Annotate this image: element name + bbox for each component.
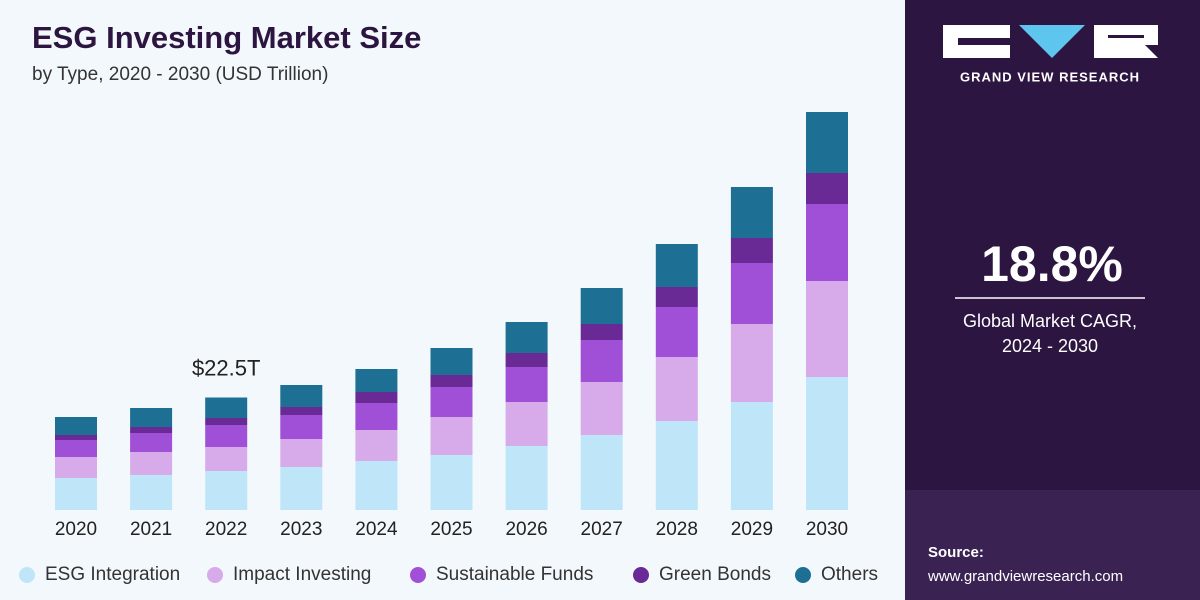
legend-label: Green Bonds [659,564,771,585]
logo [943,25,1158,58]
logo-v [1019,25,1085,58]
legend-label: Sustainable Funds [436,564,593,585]
bar-segment [655,307,698,357]
bar-segment [430,375,473,387]
bar-segment [505,446,548,510]
bar-segment [730,324,773,402]
bar-segment [355,430,398,461]
bar-segment [55,435,97,440]
bar-segment [430,455,473,510]
bar-segment [130,475,173,510]
legend-swatch [795,567,811,583]
legend-swatch [207,567,223,583]
bar-segment [280,415,323,439]
bar-segment [355,369,398,392]
bar-segment [580,435,623,510]
bar-segment [130,452,173,475]
bar-segment [430,348,473,375]
bar-segment [730,263,773,324]
bar-segment [505,367,548,402]
bar-segment [280,407,323,415]
bar-segment [55,440,97,457]
bar-segment [205,425,248,447]
bar-segment [505,402,548,446]
x-tick-label: 2028 [656,519,698,540]
bar-segment [580,288,623,324]
bar-segment [580,382,623,435]
legend-label: Others [821,564,878,585]
bar-segment [355,403,398,430]
bar-segment [205,447,248,471]
x-tick-label: 2021 [130,519,172,540]
cagr-value: 18.8% [981,236,1123,292]
x-tick-label: 2026 [505,519,547,540]
bar-segment [730,187,773,238]
x-tick-label: 2020 [55,519,97,540]
bar-segment [205,471,248,510]
bar-segment [205,397,248,418]
source-url: www.grandviewresearch.com [927,568,1123,585]
bar-segment [580,324,623,340]
x-tick-label: 2027 [581,519,623,540]
legend-swatch [19,567,35,583]
bar-segment [655,357,698,421]
cagr-caption: Global Market CAGR, [963,311,1137,331]
bar-segment [205,418,248,425]
logo-r [1094,25,1158,58]
bar-segment [280,385,323,407]
legend-swatch [633,567,649,583]
bar-segment [505,353,548,367]
bar-segment [280,439,323,467]
chart-subtitle: by Type, 2020 - 2030 (USD Trillion) [32,64,328,85]
bar-segment [280,467,323,510]
bar-segment [806,112,848,173]
bar-segment [355,461,398,510]
bar-segment [55,457,97,478]
bar-segment [430,417,473,455]
bar-segment [806,173,848,204]
logo-g [943,25,1010,58]
bar-segment [655,421,698,510]
cagr-caption: 2024 - 2030 [1002,336,1098,356]
bar-segment [55,417,97,435]
bar-segment [130,408,173,427]
legend-label: ESG Integration [45,564,180,585]
x-tick-label: 2025 [430,519,472,540]
bar-segment [730,238,773,263]
x-tick-label: 2030 [806,519,848,540]
chart-title: ESG Investing Market Size [32,20,421,55]
bar-segment [55,478,97,510]
bar-segment [505,322,548,353]
total-label: $22.5T [192,355,261,380]
bar-segment [730,402,773,510]
bar-segment [580,340,623,382]
bar-segment [655,287,698,307]
bar-segment [806,204,848,281]
source-label: Source: [928,544,984,561]
x-tick-label: 2022 [205,519,247,540]
bar-segment [806,281,848,377]
bar-segment [430,387,473,417]
bar-segment [355,392,398,403]
bar-segment [130,433,173,452]
bar-segment [655,244,698,287]
bar-segment [130,427,173,433]
x-tick-label: 2024 [355,519,398,540]
brand-name: GRAND VIEW RESEARCH [960,69,1140,84]
sidebar-footer [905,490,1200,600]
legend-label: Impact Investing [233,564,371,585]
x-tick-label: 2029 [731,519,773,540]
bar-segment [806,377,848,510]
legend-swatch [410,567,426,583]
x-tick-label: 2023 [280,519,322,540]
